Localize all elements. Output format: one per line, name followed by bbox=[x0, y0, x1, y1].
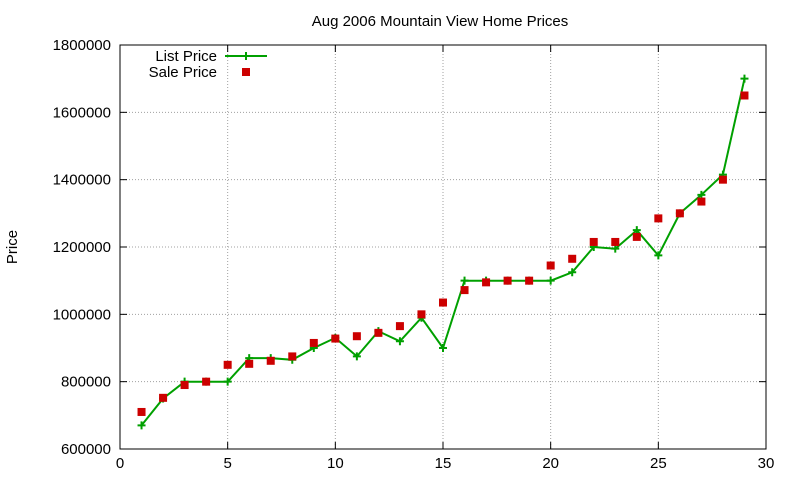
sale-price-point bbox=[180, 381, 189, 390]
legend-marker-sale-price bbox=[242, 68, 250, 76]
grid bbox=[120, 45, 766, 449]
list-price-point bbox=[352, 352, 361, 361]
list-price-point bbox=[439, 344, 447, 352]
sale-price-point bbox=[159, 393, 168, 402]
sale-price-point bbox=[331, 334, 340, 343]
x-tick-label: 25 bbox=[650, 455, 667, 472]
y-tick-label: 800000 bbox=[61, 374, 111, 391]
y-tick-label: 1000000 bbox=[53, 306, 111, 323]
sale-price-point bbox=[654, 214, 663, 223]
y-tick-label: 1200000 bbox=[53, 239, 111, 256]
y-axis-label: Price bbox=[4, 230, 21, 264]
sale-price-point bbox=[374, 328, 383, 337]
list-price-point bbox=[632, 226, 641, 235]
list-price-point bbox=[395, 337, 404, 346]
sale-price-point bbox=[460, 286, 469, 295]
list-price-point bbox=[697, 190, 706, 199]
sale-price-point bbox=[546, 261, 555, 270]
y-tick-label: 1800000 bbox=[53, 37, 111, 54]
sale-price-point bbox=[482, 278, 491, 287]
list-price-point bbox=[546, 276, 555, 285]
y-tick-label: 600000 bbox=[61, 441, 111, 458]
list-price-point bbox=[137, 421, 146, 430]
y-tick-label: 1400000 bbox=[53, 172, 111, 189]
sale-price-point bbox=[718, 175, 727, 184]
sale-price-point bbox=[589, 237, 598, 246]
sale-price-point bbox=[288, 352, 297, 361]
sale-price-point bbox=[245, 359, 254, 368]
legend-marker-list-price bbox=[242, 52, 250, 60]
sale-price-point bbox=[309, 338, 318, 347]
sale-price-point bbox=[266, 356, 275, 365]
sale-price-point bbox=[632, 232, 641, 241]
sale-price-point bbox=[439, 298, 447, 307]
legend-label-sale-price: Sale Price bbox=[149, 64, 217, 81]
list-price-point bbox=[654, 251, 663, 260]
legend-label-list-price: List Price bbox=[155, 48, 217, 65]
list-price-point bbox=[223, 377, 232, 386]
list-price-point bbox=[460, 276, 469, 285]
x-tick-label: 15 bbox=[435, 455, 452, 472]
x-tick-label: 10 bbox=[327, 455, 344, 472]
list-price-point bbox=[568, 268, 577, 277]
sale-price-point bbox=[503, 276, 512, 285]
x-tick-label: 20 bbox=[542, 455, 559, 472]
list-price-point bbox=[740, 74, 749, 83]
list-price-point bbox=[611, 244, 620, 253]
sale-price-point bbox=[417, 310, 426, 319]
sale-price-point bbox=[525, 276, 534, 285]
sale-price-point bbox=[611, 237, 620, 246]
chart-title: Aug 2006 Mountain View Home Prices bbox=[312, 13, 569, 30]
sale-price-point bbox=[137, 407, 146, 416]
plot-area bbox=[137, 74, 749, 430]
sale-price-point bbox=[223, 360, 232, 369]
x-tick-label: 30 bbox=[758, 455, 775, 472]
sale-price-point bbox=[697, 197, 706, 206]
sale-price-point bbox=[202, 377, 211, 386]
sale-price-point bbox=[675, 209, 684, 218]
sale-price-point bbox=[395, 322, 404, 331]
x-tick-label: 0 bbox=[116, 455, 124, 472]
x-tick-label: 5 bbox=[223, 455, 231, 472]
sale-price-point bbox=[568, 254, 577, 263]
y-tick-label: 1600000 bbox=[53, 104, 111, 121]
sale-price-point bbox=[740, 91, 749, 100]
sale-price-point bbox=[352, 332, 361, 341]
axes: 0 5 10 15 20 25 30 600000 800000 1000000 1200000 14… bbox=[53, 37, 775, 472]
